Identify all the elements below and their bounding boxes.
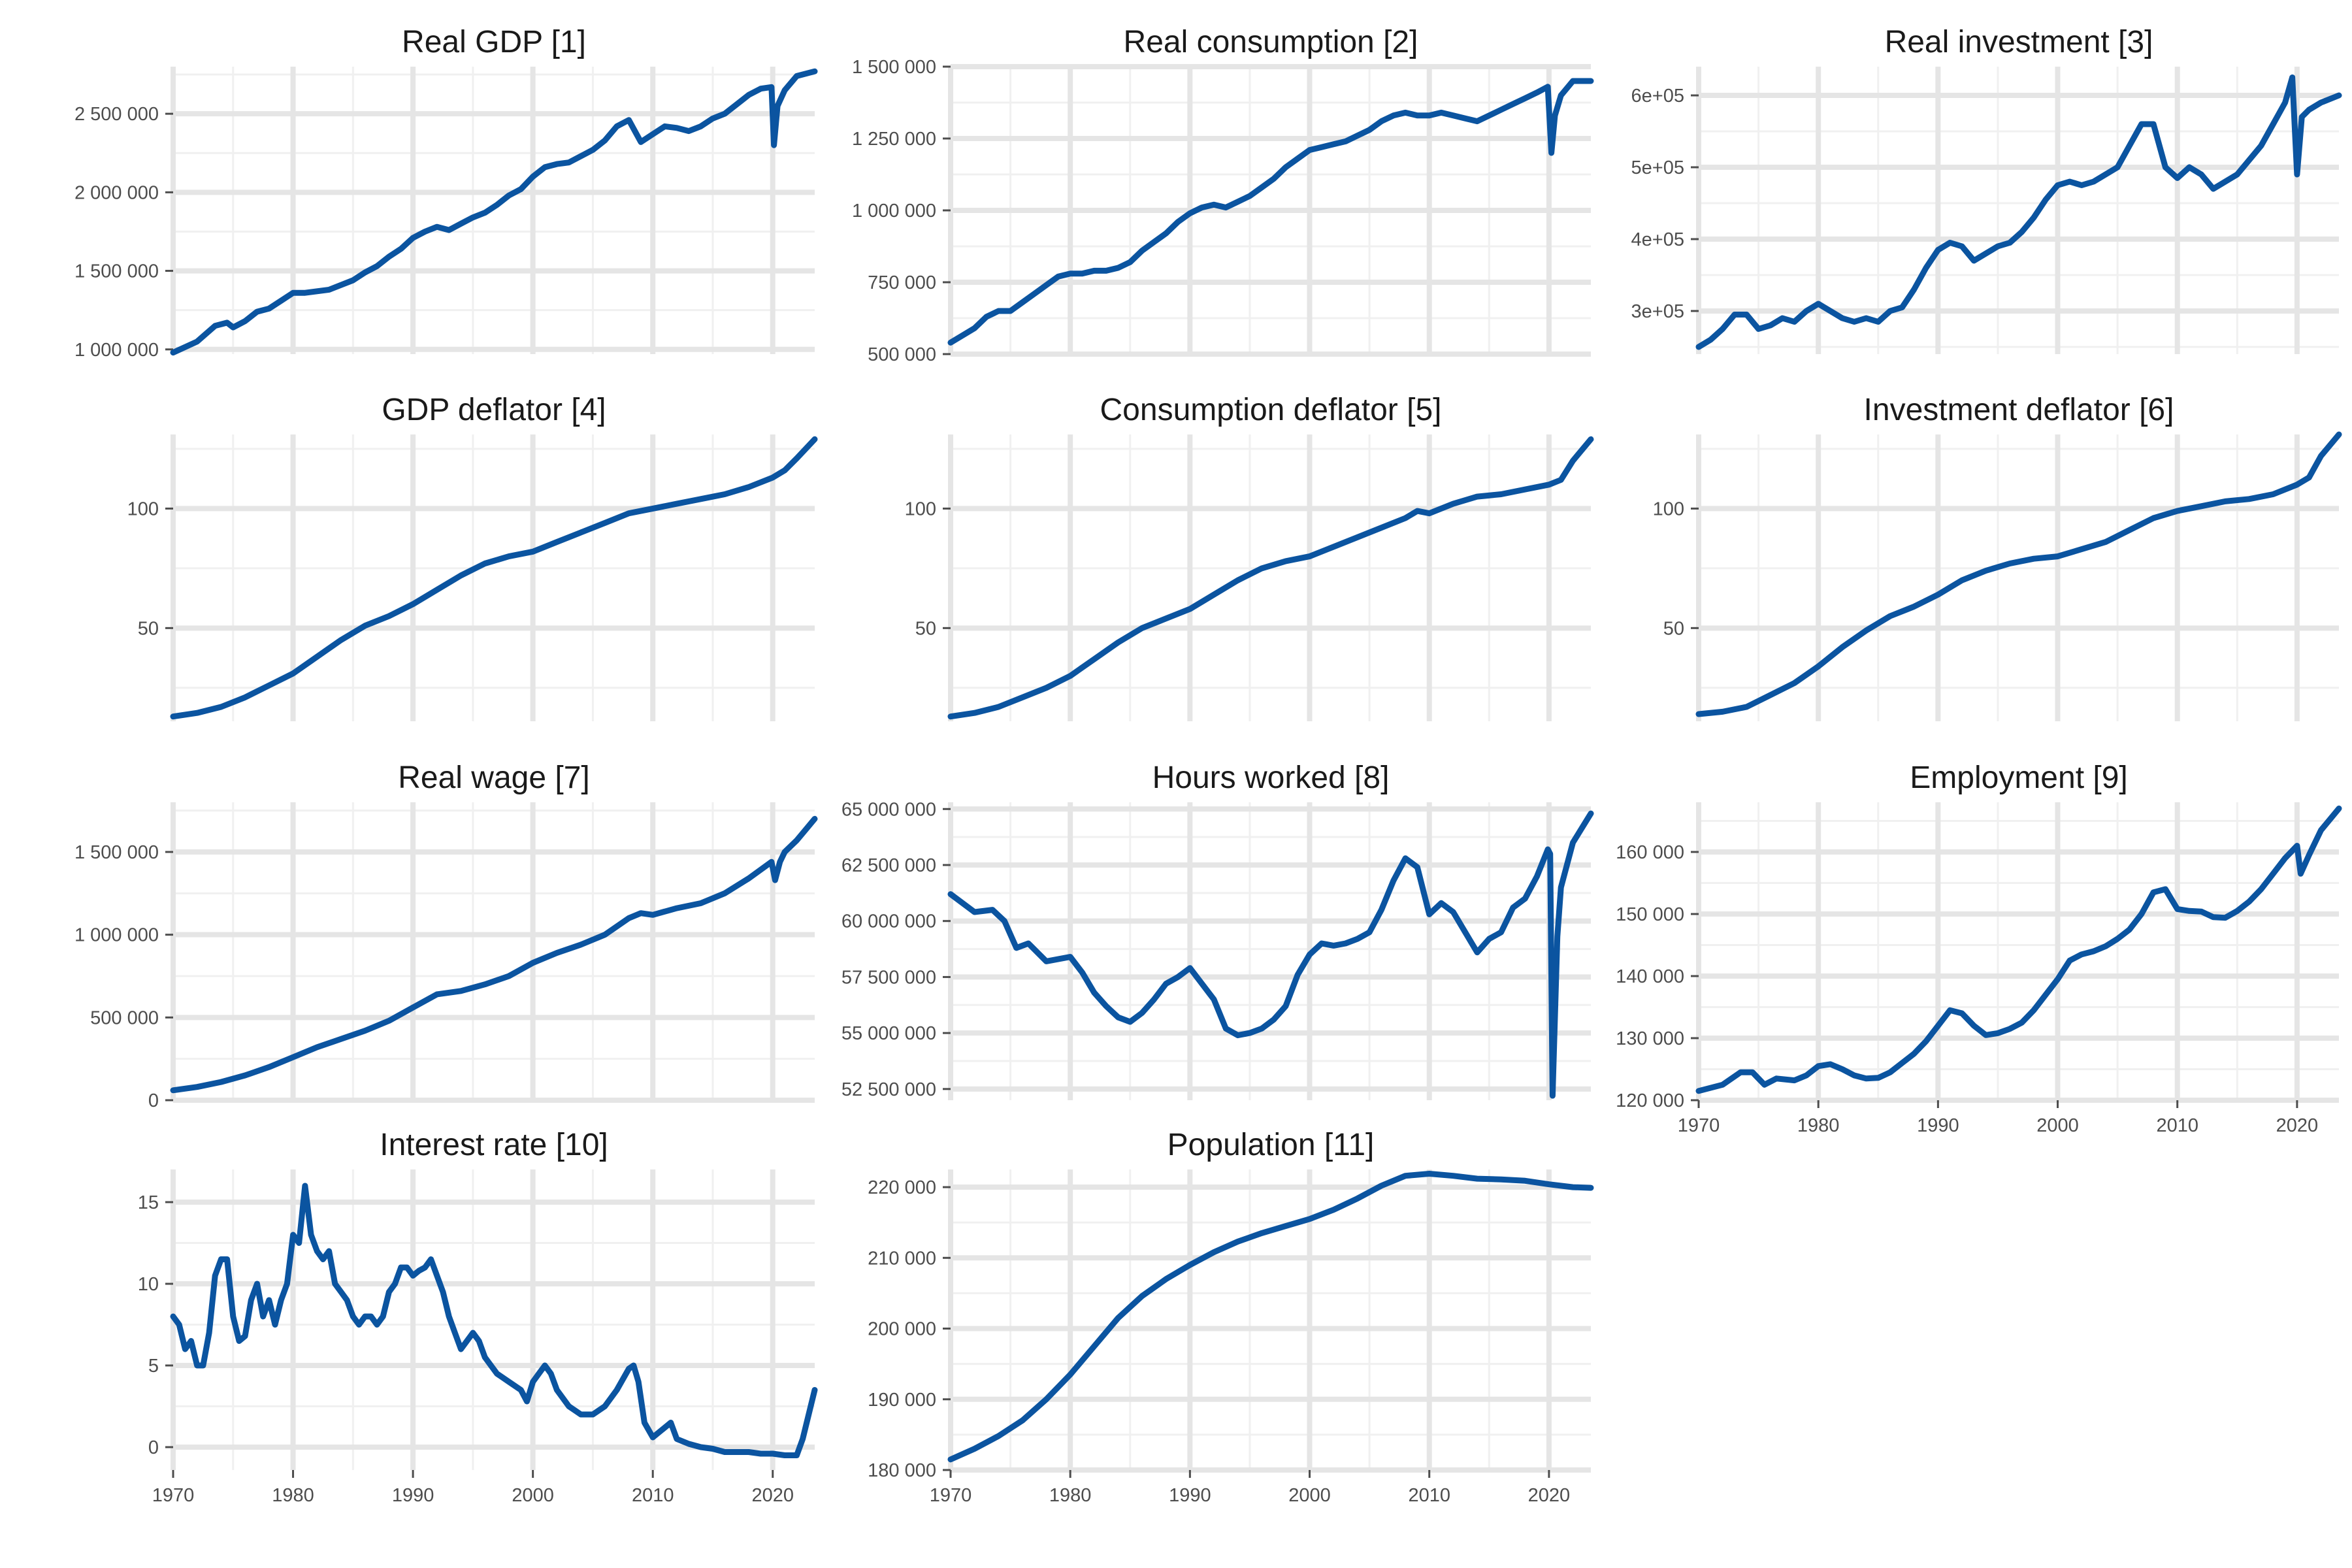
y-tick-label: 130 000 <box>1616 1028 1684 1049</box>
y-tick-label: 50 <box>1663 618 1684 639</box>
panel-7: 0 500 000 1 000 000 1 500 000 Real wage [7] <box>74 760 818 1111</box>
y-tick-label: 2 500 000 <box>74 104 159 125</box>
x-tick-label: 2000 <box>2036 1115 2079 1136</box>
x-tick-label: 1990 <box>1917 1115 1959 1136</box>
y-tick-label: 210 000 <box>868 1248 936 1269</box>
panel-title: Interest rate [10] <box>380 1128 608 1162</box>
y-tick-label: 150 000 <box>1616 904 1684 925</box>
y-tick-label: 1 000 000 <box>74 925 159 946</box>
y-tick-label: 1 500 000 <box>74 261 159 282</box>
series-line <box>947 436 1594 720</box>
y-tick-label: 50 <box>138 618 159 639</box>
y-tick-label: 140 000 <box>1616 966 1684 987</box>
y-tick-label: 5e+05 <box>1631 157 1684 178</box>
series-line <box>1695 806 2342 1094</box>
panel-title: Employment [9] <box>1910 760 2127 795</box>
y-tick-label: 500 000 <box>868 344 936 365</box>
panel-title: Real GDP [1] <box>402 25 586 59</box>
panel-1: 1 000 000 1 500 000 2 000 000 2 500 000 Real… <box>74 25 818 361</box>
series-line <box>170 436 818 720</box>
y-tick-label: 60 000 000 <box>841 911 936 932</box>
series-line <box>170 815 818 1094</box>
panel-2: 500 000 750 000 1 000 000 1 250 000 1 500 00… <box>852 25 1594 365</box>
series-line <box>947 78 1594 346</box>
y-tick-label: 1 500 000 <box>74 842 159 863</box>
panel-title: Consumption deflator [5] <box>1100 393 1442 427</box>
panel-10: 0 5 10 15 1970 1980 1990 2000 2010 2020 Interest r… <box>138 1128 818 1506</box>
panel-title: Real consumption [2] <box>1124 25 1418 59</box>
y-tick-label: 5 <box>148 1356 159 1377</box>
x-tick-label: 2010 <box>2156 1115 2198 1136</box>
x-tick-label: 1980 <box>272 1485 314 1506</box>
y-tick-label: 57 500 000 <box>841 967 936 988</box>
panel-title: Real wage [7] <box>398 760 590 795</box>
y-tick-label: 100 <box>905 498 936 519</box>
x-tick-label: 1980 <box>1797 1115 1840 1136</box>
x-tick-label: 2020 <box>751 1485 794 1506</box>
panel-5: 50 100 Consumption deflator [5] <box>905 393 1594 721</box>
x-tick-label: 1990 <box>392 1485 434 1506</box>
x-tick-label: 1970 <box>1678 1115 1720 1136</box>
y-tick-label: 200 000 <box>868 1319 936 1340</box>
y-tick-label: 50 <box>915 618 936 639</box>
x-tick-label: 1980 <box>1049 1485 1092 1506</box>
y-tick-label: 0 <box>148 1090 159 1111</box>
series-line <box>947 1171 1594 1463</box>
x-tick-label: 2010 <box>632 1485 674 1506</box>
y-tick-label: 6e+05 <box>1631 86 1684 106</box>
x-tick-label: 2020 <box>1528 1485 1571 1506</box>
y-tick-label: 2 000 000 <box>74 182 159 203</box>
x-tick-label: 2010 <box>1408 1485 1450 1506</box>
panel-title: Real investment [3] <box>1885 25 2153 59</box>
panel-title: Population [11] <box>1168 1128 1375 1162</box>
y-tick-label: 180 000 <box>868 1460 936 1481</box>
panel-9: 120 000 130 000 140 000 150 000 160 000 1970 1… <box>1616 760 2342 1136</box>
y-tick-label: 100 <box>1653 498 1684 519</box>
y-tick-label: 62 500 000 <box>841 855 936 876</box>
y-tick-label: 160 000 <box>1616 842 1684 863</box>
y-tick-label: 15 <box>138 1192 159 1213</box>
y-tick-label: 190 000 <box>868 1390 936 1411</box>
y-tick-label: 55 000 000 <box>841 1023 936 1044</box>
y-tick-label: 52 500 000 <box>841 1079 936 1100</box>
y-tick-label: 1 500 000 <box>852 57 936 78</box>
y-tick-label: 120 000 <box>1616 1090 1684 1111</box>
series-line <box>170 68 818 356</box>
panel-8: 52 500 000 55 000 000 57 500 000 60 000 000… <box>841 760 1594 1100</box>
panel-6: 50 100 Investment deflator [6] <box>1653 393 2342 721</box>
x-tick-label: 1970 <box>930 1485 972 1506</box>
y-tick-label: 4e+05 <box>1631 229 1684 250</box>
panel-3: 3e+05 4e+05 5e+05 6e+05 Real investment [3] <box>1631 25 2342 354</box>
y-tick-label: 65 000 000 <box>841 799 936 820</box>
y-tick-label: 750 000 <box>868 272 936 293</box>
panel-title: Investment deflator [6] <box>1864 393 2174 427</box>
y-tick-label: 1 000 000 <box>74 340 159 361</box>
x-tick-label: 2020 <box>2276 1115 2319 1136</box>
y-tick-label: 1 000 000 <box>852 201 936 221</box>
y-tick-label: 1 250 000 <box>852 129 936 150</box>
panel-title: GDP deflator [4] <box>382 393 606 427</box>
y-tick-label: 500 000 <box>90 1007 159 1028</box>
series-line <box>1695 431 2342 717</box>
x-tick-label: 1990 <box>1169 1485 1211 1506</box>
y-tick-label: 3e+05 <box>1631 301 1684 322</box>
y-tick-label: 0 <box>148 1437 159 1458</box>
y-tick-label: 220 000 <box>868 1177 936 1198</box>
y-tick-label: 100 <box>127 498 159 519</box>
panel-title: Hours worked [8] <box>1152 760 1390 795</box>
x-tick-label: 1970 <box>152 1485 195 1506</box>
series-line <box>1695 74 2342 350</box>
panel-4: 50 100 GDP deflator [4] <box>127 393 818 721</box>
panel-11: 180 000 190 000 200 000 210 000 220 000 1970 1… <box>868 1128 1594 1506</box>
series-line <box>170 1183 818 1458</box>
x-tick-label: 2000 <box>512 1485 554 1506</box>
x-tick-label: 2000 <box>1288 1485 1331 1506</box>
y-tick-label: 10 <box>138 1274 159 1295</box>
series-line <box>947 810 1594 1099</box>
